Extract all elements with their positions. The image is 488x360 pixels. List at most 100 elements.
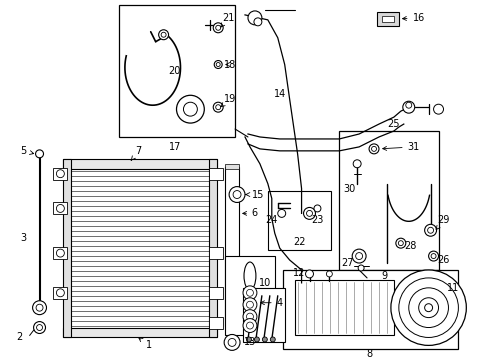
Circle shape: [213, 102, 223, 112]
Circle shape: [213, 23, 223, 33]
Circle shape: [418, 298, 438, 318]
Circle shape: [56, 204, 64, 212]
Bar: [209, 159, 217, 337]
Text: 11: 11: [447, 283, 459, 293]
Text: 21: 21: [220, 13, 234, 27]
Bar: [119, 5, 235, 137]
Circle shape: [214, 60, 222, 68]
Circle shape: [306, 210, 312, 216]
Circle shape: [176, 95, 204, 123]
Text: 3: 3: [20, 233, 27, 243]
Text: 8: 8: [365, 349, 371, 359]
Circle shape: [398, 241, 403, 246]
Circle shape: [433, 104, 443, 114]
Bar: [224, 325, 239, 330]
Bar: [282, 270, 457, 349]
Bar: [339, 131, 438, 270]
Circle shape: [215, 105, 220, 110]
Circle shape: [395, 238, 405, 248]
Circle shape: [56, 170, 64, 178]
Circle shape: [428, 251, 438, 261]
Bar: [294, 280, 393, 336]
Circle shape: [246, 301, 253, 308]
Text: 14: 14: [273, 89, 285, 99]
Circle shape: [33, 301, 46, 315]
Bar: [53, 287, 67, 299]
Circle shape: [158, 30, 168, 40]
Circle shape: [224, 334, 240, 350]
Circle shape: [36, 150, 43, 158]
Text: 19: 19: [221, 94, 236, 107]
Circle shape: [355, 253, 362, 260]
Text: 15: 15: [245, 189, 264, 199]
Circle shape: [183, 102, 197, 116]
Circle shape: [424, 224, 436, 236]
Text: 9: 9: [380, 271, 386, 281]
Circle shape: [253, 18, 262, 26]
Bar: [267, 190, 331, 250]
Bar: [63, 159, 217, 169]
Circle shape: [254, 337, 259, 342]
Circle shape: [313, 205, 320, 212]
Text: 4: 4: [260, 298, 282, 308]
Circle shape: [216, 63, 220, 67]
Circle shape: [352, 160, 360, 168]
Circle shape: [424, 304, 432, 312]
Circle shape: [246, 322, 253, 329]
Text: 7: 7: [131, 146, 142, 161]
Circle shape: [430, 253, 435, 258]
Bar: [209, 247, 223, 259]
Circle shape: [402, 101, 414, 113]
Bar: [53, 247, 67, 259]
Text: 10: 10: [258, 278, 270, 288]
Bar: [63, 159, 71, 337]
Text: 12: 12: [293, 268, 305, 278]
Circle shape: [398, 278, 457, 337]
Circle shape: [36, 304, 43, 311]
Circle shape: [34, 321, 45, 333]
Circle shape: [243, 298, 256, 312]
Circle shape: [408, 288, 447, 328]
Circle shape: [246, 313, 253, 320]
Bar: [53, 202, 67, 215]
Circle shape: [228, 338, 236, 346]
Circle shape: [427, 227, 433, 233]
Text: 24: 24: [265, 215, 277, 225]
Text: 20: 20: [168, 67, 181, 76]
Text: 30: 30: [343, 184, 355, 194]
Circle shape: [246, 289, 253, 296]
Bar: [224, 164, 239, 169]
Circle shape: [56, 249, 64, 257]
Bar: [209, 168, 223, 180]
Text: 25: 25: [387, 119, 399, 129]
Text: 1: 1: [139, 338, 151, 350]
Circle shape: [247, 11, 262, 25]
Circle shape: [351, 249, 366, 263]
Circle shape: [229, 186, 244, 202]
Bar: [209, 316, 223, 329]
Circle shape: [405, 102, 411, 108]
Bar: [376, 12, 398, 26]
Circle shape: [243, 286, 256, 300]
Text: 13: 13: [244, 337, 256, 347]
Circle shape: [262, 337, 267, 342]
Bar: [224, 167, 239, 325]
Circle shape: [357, 265, 364, 271]
Text: 29: 29: [435, 215, 449, 230]
Text: 28: 28: [404, 241, 416, 251]
Circle shape: [277, 210, 285, 217]
Text: 16: 16: [402, 13, 424, 23]
Circle shape: [305, 270, 313, 278]
Circle shape: [243, 310, 256, 324]
Circle shape: [371, 147, 376, 151]
Circle shape: [37, 325, 42, 330]
Text: 31: 31: [382, 142, 419, 152]
Circle shape: [368, 144, 378, 154]
Text: 22: 22: [293, 237, 305, 247]
Circle shape: [303, 207, 315, 219]
Text: 6: 6: [242, 208, 258, 219]
Ellipse shape: [244, 262, 255, 290]
Circle shape: [161, 32, 166, 37]
Text: 5: 5: [20, 146, 34, 156]
Bar: [381, 16, 393, 22]
